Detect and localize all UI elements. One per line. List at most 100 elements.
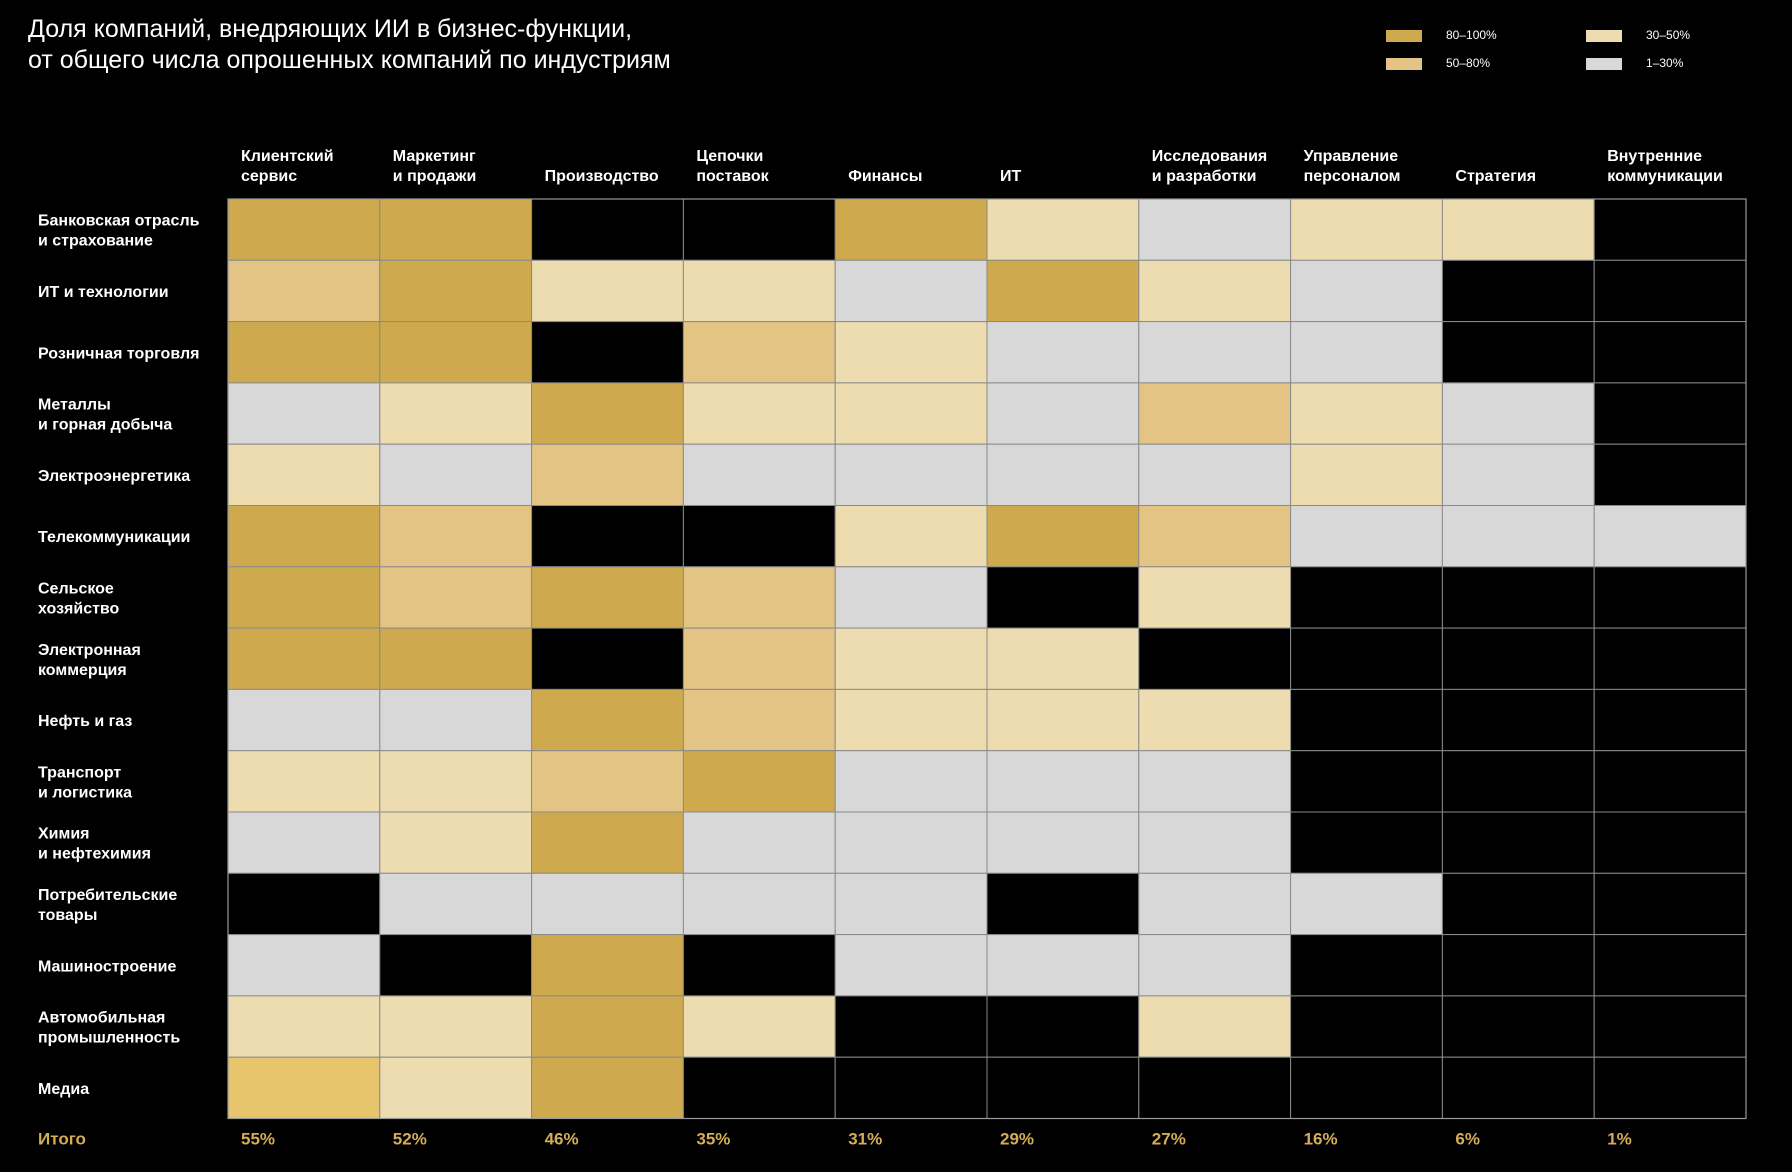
total-value: 55% [241, 1130, 275, 1149]
row-label-line: Розничная торговля [38, 345, 199, 362]
heatmap-cell [227, 382, 381, 445]
heatmap-cell [1138, 443, 1292, 507]
column-header-line: Клиентский [241, 148, 334, 165]
column-header-line: Стратегия [1455, 168, 1536, 185]
heatmap-cell [682, 505, 836, 568]
legend-swatch [1386, 58, 1422, 70]
column-header: ИТ [1000, 168, 1022, 185]
heatmap-cell [1290, 1056, 1443, 1119]
heatmap-cell [1138, 995, 1292, 1058]
heatmap-cell [227, 995, 381, 1058]
row-label: Потребительские товары [38, 887, 177, 924]
row-label-line: Автомобильная [38, 1010, 165, 1027]
heatmap-cell [1593, 443, 1747, 507]
heatmap-cell [379, 627, 533, 690]
heatmap-cell [1290, 382, 1443, 445]
column-header-line: и разработки [1152, 168, 1257, 185]
heatmap-cell [1290, 688, 1443, 752]
total-value: 31% [848, 1130, 882, 1149]
heatmap-cell [531, 321, 684, 384]
row-label-line: Машиностроение [38, 958, 177, 975]
column-header-line: Производство [545, 168, 659, 185]
heatmap-cell [1138, 321, 1292, 384]
heatmap-cell [1593, 1056, 1747, 1119]
heatmap-cell [1138, 259, 1292, 323]
heatmap-cell [379, 750, 533, 813]
heatmap-cell [1593, 259, 1747, 323]
heatmap-cell [834, 259, 988, 323]
heatmap-cell [834, 750, 988, 813]
heatmap-cell [531, 811, 684, 874]
heatmap-cell [682, 382, 836, 445]
heatmap-cell [682, 811, 836, 874]
heatmap-cell [834, 505, 988, 568]
row-label: Транспорт и логистика [38, 764, 132, 801]
row-label-line: Телекоммуникации [38, 529, 190, 546]
heatmap-cell [682, 872, 836, 936]
heatmap-cell [1290, 627, 1443, 690]
column-header-line: коммуникации [1607, 168, 1723, 185]
heatmap-cell [227, 198, 381, 261]
heatmap-cell [986, 995, 1140, 1058]
heatmap-cell [1290, 443, 1443, 507]
column-header-line: Исследования [1152, 148, 1267, 165]
row-label: Автомобильная промышленность [38, 1010, 180, 1047]
heatmap-cell [531, 198, 684, 261]
row-label-line: хозяйство [38, 600, 120, 617]
heatmap-cell [379, 811, 533, 874]
heatmap-cell [1290, 259, 1443, 323]
heatmap-cell [986, 382, 1140, 445]
heatmap-cell [227, 566, 381, 629]
column-header: Маркетинг и продажи [393, 148, 477, 185]
column-header: Производство [545, 168, 659, 185]
heatmap-cell [531, 259, 684, 323]
heatmap-cell [1138, 934, 1292, 997]
row-label-line: Электронная [38, 642, 141, 659]
heatmap-cell [1290, 934, 1443, 997]
row-label: Электронная коммерция [38, 642, 141, 679]
row-label: Химия и нефтехимия [38, 826, 151, 863]
heatmap-cell [379, 259, 533, 323]
heatmap-cell [379, 566, 533, 629]
heatmap-cell [1290, 811, 1443, 874]
heatmap-cell [1138, 627, 1292, 690]
row-label: Металлы и горная добыча [38, 397, 172, 434]
heatmap-cell [1593, 688, 1747, 752]
heatmap-cell [1290, 321, 1443, 384]
heatmap-cell [531, 1056, 684, 1119]
row-label-line: Металлы [38, 397, 111, 414]
heatmap-cell [682, 259, 836, 323]
total-value: 52% [393, 1130, 427, 1149]
heatmap-cell [1441, 259, 1595, 323]
heatmap-cell [379, 872, 533, 936]
row-label-line: Химия [38, 826, 90, 843]
heatmap-cell [531, 566, 684, 629]
heatmap-cell [1441, 627, 1595, 690]
heatmap-cell [986, 566, 1140, 629]
column-header: Внутренние коммуникации [1607, 148, 1723, 185]
heatmap-cell [1138, 811, 1292, 874]
heatmap-cell [227, 1056, 381, 1119]
column-header-line: и продажи [393, 168, 477, 185]
heatmap-cell [834, 566, 988, 629]
heatmap-cell [1138, 382, 1292, 445]
heatmap-cell [986, 811, 1140, 874]
row-label-line: Банковская отрасль [38, 213, 200, 230]
heatmap-cell [682, 688, 836, 752]
heatmap-cell [379, 688, 533, 752]
heatmap-cell [1290, 505, 1443, 568]
heatmap-cell [1441, 382, 1595, 445]
heatmap-cell [1441, 443, 1595, 507]
heatmap-cell [379, 995, 533, 1058]
heatmap-cell [986, 934, 1140, 997]
heatmap-cell [1441, 321, 1595, 384]
total-value: 27% [1152, 1130, 1186, 1149]
heatmap-cell [227, 688, 381, 752]
row-label-line: и логистика [38, 784, 132, 801]
heatmap-cell [682, 443, 836, 507]
heatmap-cell [986, 627, 1140, 690]
heatmap-cell [379, 934, 533, 997]
heatmap-cell [1593, 811, 1747, 874]
heatmap-cell [1290, 995, 1443, 1058]
heatmap-cell [531, 505, 684, 568]
